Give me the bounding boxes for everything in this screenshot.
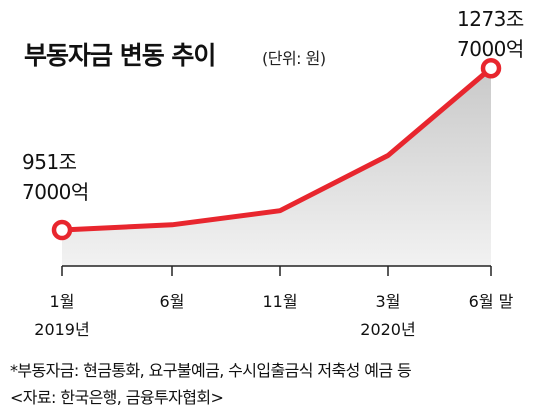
start-value-annotation: 951조 7000억 [22,147,89,207]
start-value-line-1: 951조 [22,150,77,174]
end-value-annotation: 1273조 7000억 [457,4,524,64]
x-tick-label: 6월 [160,292,185,311]
x-tick-label: 3월 [376,292,401,311]
footnote-source: <자료: 한국은행, 금융투자협회> [10,388,224,407]
series-area [62,68,491,266]
x-tick-label: 11월 [262,292,297,311]
x-tick-label: 1월 [50,292,75,311]
series-point-marker [480,57,502,79]
footnote-note: *부동자금: 현금통화, 요구불예금, 수시입출금식 저축성 예금 등 [10,361,412,380]
x-tick-year-label: 2019년 [34,320,89,339]
x-tick-year-label: 2020년 [360,320,415,339]
chart-unit: (단위: 원) [262,49,326,68]
start-value-line-2: 7000억 [22,180,89,204]
series-point-marker [51,219,73,241]
end-value-line-1: 1273조 [457,7,524,31]
end-value-line-2: 7000억 [457,37,524,61]
series-line [59,65,494,233]
chart-title: 부동자금 변동 추이 [24,41,216,70]
x-tick-label: 6월 말 [469,292,514,311]
